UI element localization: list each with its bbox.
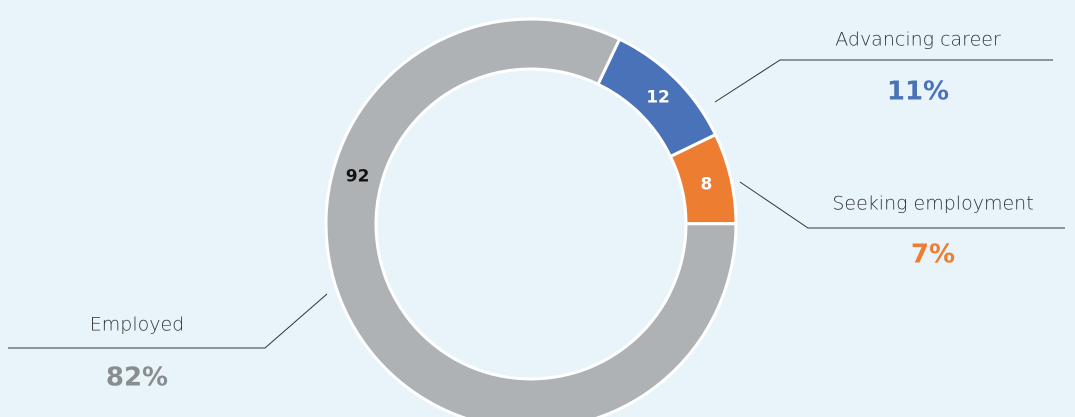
category-label: Advancing career: [835, 29, 1001, 51]
share-label: 11%: [887, 77, 949, 107]
value-label: 8: [700, 175, 712, 195]
value-label: 12: [646, 87, 670, 107]
donut-segment: [324, 17, 738, 417]
leader-line: [739, 181, 1065, 229]
leader-line: [8, 293, 328, 349]
share-label: 7%: [911, 240, 955, 270]
leader-line: [714, 59, 1053, 103]
category-label: Seeking employment: [832, 193, 1033, 215]
category-label: Employed: [90, 314, 184, 336]
value-label: 92: [346, 167, 370, 187]
share-label: 82%: [106, 363, 168, 393]
